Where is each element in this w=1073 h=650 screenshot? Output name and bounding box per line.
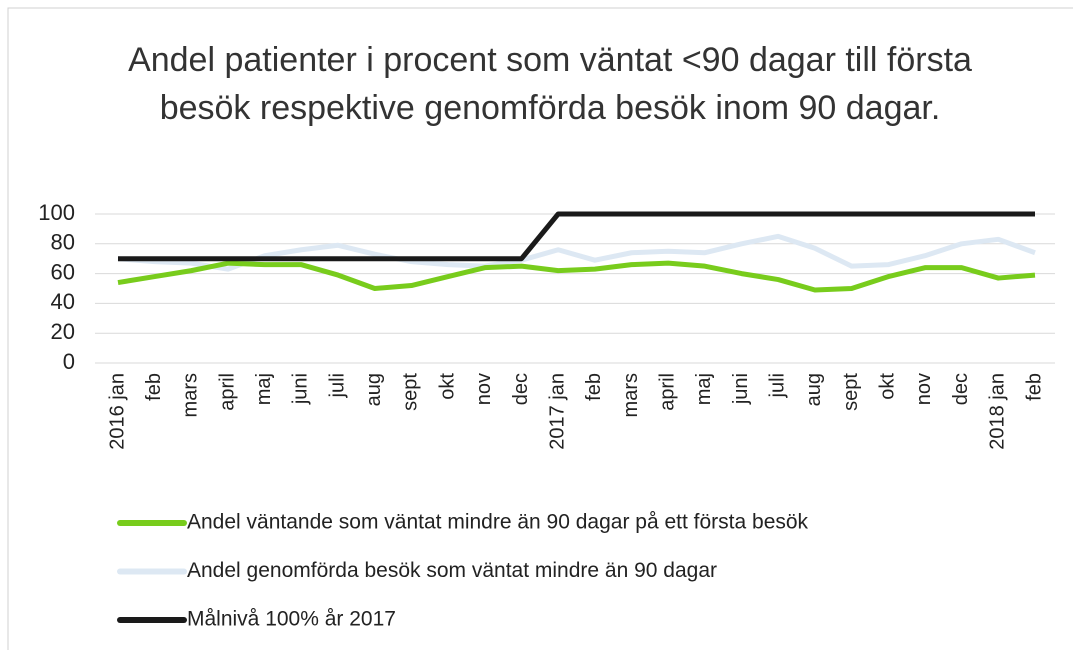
legend-label: Målnivå 100% år 2017 (187, 608, 396, 631)
x-tick-label: feb (1023, 373, 1045, 401)
x-tick-label: mars (180, 373, 202, 417)
x-tick-label: aug (803, 373, 825, 406)
x-tick-label: dec (510, 373, 532, 405)
x-tick-label: dec (950, 373, 972, 405)
x-tick-label: sept (840, 373, 862, 411)
y-tick-label: 100 (38, 200, 75, 225)
y-tick-label: 80 (51, 230, 75, 255)
x-tick-label: 2016 jan (106, 373, 128, 450)
chart-title: Andel patienter i procent som väntat <90… (128, 41, 972, 127)
frame (7, 7, 1073, 650)
line-series (117, 260, 1036, 293)
legend-label: Andel genomförda besök som väntat mindre… (187, 559, 717, 582)
x-tick-label: maj (693, 373, 715, 405)
y-tick-label: 20 (51, 319, 75, 344)
x-tick-label: okt (877, 373, 899, 400)
x-tick-label: feb (143, 373, 165, 401)
x-tick-label: juli (326, 373, 348, 398)
x-tick-label: juli (767, 373, 789, 398)
y-tick-label: 0 (63, 349, 75, 374)
x-tick-label: mars (620, 373, 642, 417)
x-tick-label: 2017 jan (546, 373, 568, 450)
x-tick-label: nov (473, 373, 495, 405)
y-tick-label: 40 (51, 289, 75, 314)
x-tick-label: 2018 jan (987, 373, 1009, 450)
x-tick-label: sept (400, 373, 422, 411)
y-tick-label: 60 (51, 259, 75, 284)
x-tick-label: april (656, 373, 678, 411)
x-tick-label: juni (730, 373, 752, 405)
x-tick-label: maj (253, 373, 275, 405)
legend-label: Andel väntande som väntat mindre än 90 d… (187, 511, 809, 534)
x-tick-label: juni (290, 373, 312, 405)
x-tick-label: april (216, 373, 238, 411)
x-tick-label: aug (363, 373, 385, 406)
x-tick-label: okt (436, 373, 458, 400)
x-tick-label: nov (913, 373, 935, 405)
line-series (117, 233, 1036, 272)
line-series (118, 211, 1035, 262)
x-tick-label: feb (583, 373, 605, 401)
